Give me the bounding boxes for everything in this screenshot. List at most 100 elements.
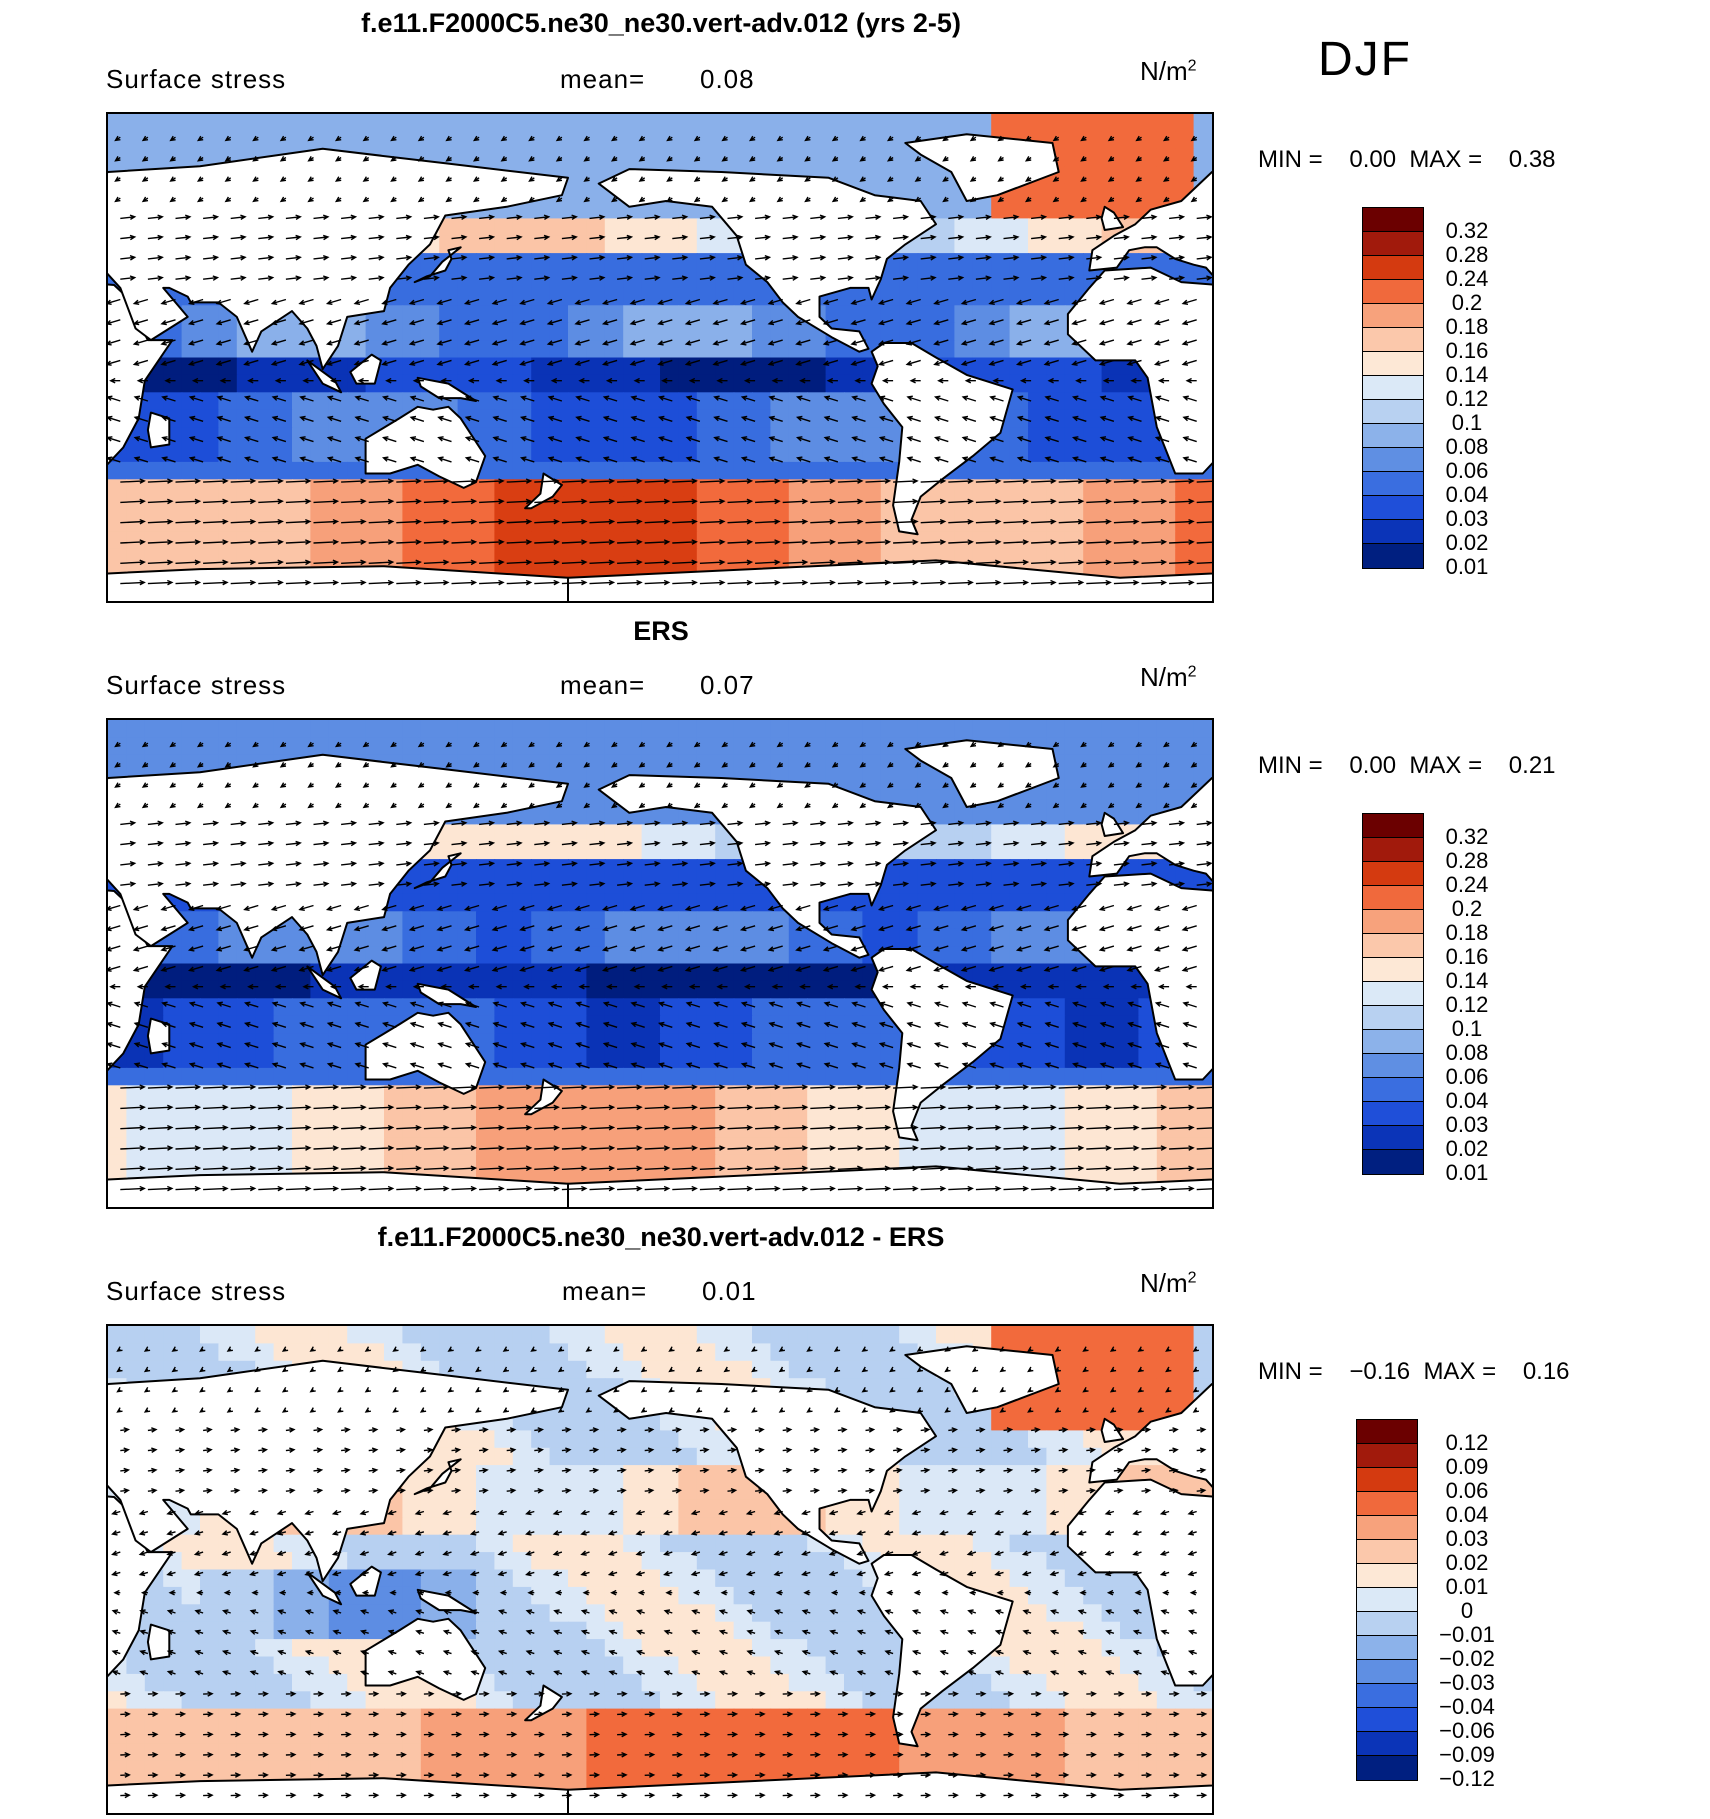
colorbar-swatch: [1363, 400, 1423, 424]
colorbar-label: 0.14: [1445, 362, 1489, 387]
colorbar-swatch: [1357, 1756, 1417, 1780]
colorbar-label: 0.04: [1445, 1502, 1489, 1527]
colorbar-label: 0.01: [1445, 1160, 1489, 1185]
colorbar-label: −0.01: [1439, 1622, 1495, 1647]
panel-1-title: f.e11.F2000C5.ne30_ne30.vert-adv.012 (yr…: [361, 8, 961, 38]
colorbar-label: 0: [1460, 1598, 1474, 1623]
colorbar-label: 0.03: [1445, 1112, 1489, 1137]
colorbar-label: 0.08: [1445, 434, 1489, 459]
colorbar-label: 0.24: [1445, 872, 1489, 897]
colorbar-swatch: [1363, 496, 1423, 520]
colorbar-label: 0.08: [1445, 1040, 1489, 1065]
panel-1-map-svg: [108, 114, 1212, 601]
panel-1-variable: Surface stress: [106, 64, 287, 94]
colorbar-swatch: [1357, 1660, 1417, 1684]
colorbar-swatch: [1357, 1564, 1417, 1588]
colorbar-label: 0.24: [1445, 266, 1489, 291]
panel-3-title: f.e11.F2000C5.ne30_ne30.vert-adv.012 - E…: [377, 1222, 945, 1252]
panel-2-map-svg: [108, 720, 1212, 1207]
panel-3-mean-value: 0.01: [702, 1276, 757, 1306]
colorbar-swatch: [1363, 838, 1423, 862]
colorbar-swatch: [1363, 376, 1423, 400]
colorbar-label: 0.01: [1445, 1574, 1489, 1599]
panel-1-map: [106, 112, 1214, 603]
colorbar-swatch: [1363, 862, 1423, 886]
colorbar-swatch: [1357, 1612, 1417, 1636]
panel-3-variable: Surface stress: [106, 1276, 287, 1306]
colorbar-swatch: [1363, 1006, 1423, 1030]
colorbar-swatch: [1357, 1444, 1417, 1468]
colorbar-label: 0.28: [1445, 242, 1489, 267]
colorbar-swatch: [1363, 424, 1423, 448]
colorbar-swatch: [1357, 1540, 1417, 1564]
colorbar-label: 0.02: [1445, 1550, 1489, 1575]
colorbar-label: 0.32: [1445, 824, 1489, 849]
colorbar-swatch: [1363, 886, 1423, 910]
panel-1-mean-label: mean=: [560, 64, 646, 94]
panel-2-map: [106, 718, 1214, 1209]
colorbar-swatch: [1363, 208, 1423, 232]
panel-1-minmax: MIN = 0.00 MAX = 0.38: [1258, 146, 1556, 173]
panel-1-units: N/m2: [1140, 56, 1197, 86]
colorbar-label: −0.04: [1439, 1694, 1495, 1719]
colorbar-swatch: [1363, 982, 1423, 1006]
colorbar-swatch: [1357, 1684, 1417, 1708]
colorbar-label: 0.12: [1445, 992, 1489, 1017]
colorbar-swatch: [1363, 352, 1423, 376]
colorbar-swatch: [1363, 1030, 1423, 1054]
panel-2-units: N/m2: [1140, 662, 1197, 692]
colorbar-swatch: [1357, 1468, 1417, 1492]
colorbar-swatch: [1357, 1420, 1417, 1444]
panel-3-units: N/m2: [1140, 1268, 1197, 1298]
panel-2-title: ERS: [633, 616, 689, 646]
colorbar-label: 0.16: [1445, 338, 1489, 363]
panel-2-colorbar: [1362, 813, 1424, 1175]
colorbar-swatch: [1357, 1636, 1417, 1660]
colorbar-swatch: [1363, 520, 1423, 544]
colorbar-label: 0.06: [1445, 1478, 1489, 1503]
landmasses: [108, 739, 1212, 1207]
colorbar-swatch: [1357, 1732, 1417, 1756]
colorbar-swatch: [1357, 1708, 1417, 1732]
colorbar-label: 0.1: [1451, 410, 1483, 435]
colorbar-label: 0.14: [1445, 968, 1489, 993]
panel-2-mean-label: mean=: [560, 670, 646, 700]
colorbar-label: 0.04: [1445, 482, 1489, 507]
colorbar-swatch: [1363, 1150, 1423, 1174]
colorbar-swatch: [1363, 232, 1423, 256]
colorbar-swatch: [1357, 1492, 1417, 1516]
colorbar-swatch: [1363, 304, 1423, 328]
colorbar-swatch: [1363, 256, 1423, 280]
colorbar-label: −0.09: [1439, 1742, 1495, 1767]
panel-3-minmax: MIN = −0.16 MAX = 0.16: [1258, 1358, 1570, 1385]
colorbar-swatch: [1363, 910, 1423, 934]
colorbar-label: 0.09: [1445, 1454, 1489, 1479]
stress-vectors: [108, 741, 1212, 1192]
stress-vectors: [108, 135, 1212, 586]
colorbar-swatch: [1363, 1078, 1423, 1102]
colorbar-label: 0.2: [1451, 290, 1483, 315]
colorbar-swatch: [1363, 814, 1423, 838]
colorbar-swatch: [1363, 328, 1423, 352]
panel-3-map-svg: [108, 1326, 1212, 1813]
colorbar-label: 0.01: [1445, 554, 1489, 579]
colorbar-label: 0.18: [1445, 920, 1489, 945]
colorbar-label: 0.02: [1445, 530, 1489, 555]
colorbar-swatch: [1357, 1588, 1417, 1612]
colorbar-swatch: [1363, 1054, 1423, 1078]
colorbar-swatch: [1357, 1516, 1417, 1540]
colorbar-swatch: [1363, 472, 1423, 496]
panel-2-minmax: MIN = 0.00 MAX = 0.21: [1258, 752, 1556, 779]
panel-1-colorbar: [1362, 207, 1424, 569]
colorbar-label: 0.18: [1445, 314, 1489, 339]
panel-3-colorbar: [1356, 1419, 1418, 1781]
panel-3-mean-label: mean=: [562, 1276, 648, 1306]
colorbar-label: 0.12: [1445, 1430, 1489, 1455]
colorbar-label: 0.06: [1445, 1064, 1489, 1089]
colorbar-label: 0.04: [1445, 1088, 1489, 1113]
colorbar-swatch: [1363, 544, 1423, 568]
colorbar-swatch: [1363, 448, 1423, 472]
colorbar-label: 0.03: [1445, 1526, 1489, 1551]
colorbar-label: 0.16: [1445, 944, 1489, 969]
colorbar-label: 0.2: [1451, 896, 1483, 921]
